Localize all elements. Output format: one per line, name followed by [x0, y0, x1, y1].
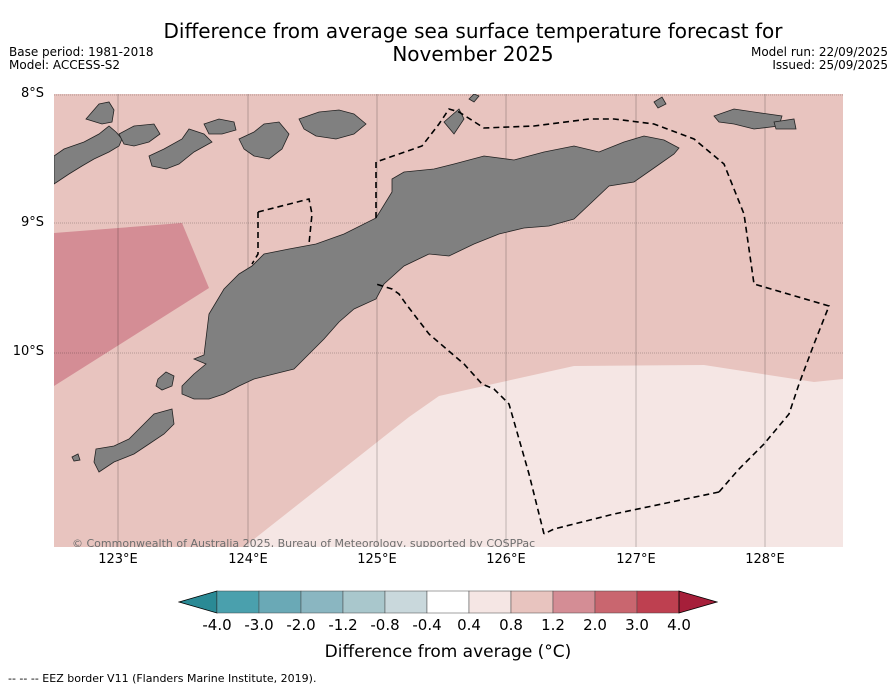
lon-label-127e: 127°E	[616, 552, 656, 567]
alor-island	[238, 121, 290, 160]
colorbar-segment	[510, 590, 554, 614]
colorbar-arrow-high	[678, 590, 718, 614]
semau-island	[155, 371, 175, 391]
base-period: Base period: 1981-2018	[9, 45, 154, 59]
copyright-notice: © Commonwealth of Australia 2025, Bureau…	[72, 537, 535, 547]
ndao-islet	[71, 453, 81, 462]
cb-tick: 2.0	[583, 616, 607, 634]
colorbar-segment	[426, 590, 470, 614]
lon-label-123e: 123°E	[98, 552, 138, 567]
cb-tick: 1.2	[541, 616, 565, 634]
land-masses	[54, 94, 797, 473]
colorbar-segment	[594, 590, 638, 614]
lat-label-9s: 9°S	[20, 215, 44, 230]
colorbar-segment	[384, 590, 428, 614]
lon-label-126e: 126°E	[486, 552, 526, 567]
cb-tick: -0.4	[412, 616, 442, 634]
eez-legend-note: -- -- -- EEZ border V11 (Flanders Marine…	[8, 672, 317, 685]
eez-border	[251, 108, 831, 535]
colorbar-segment	[258, 590, 302, 614]
meta-right: Model run: 22/09/2025 Issued: 25/09/2025	[751, 46, 888, 72]
sst-map[interactable]: © Commonwealth of Australia 2025, Bureau…	[54, 94, 843, 547]
lon-label-124e: 124°E	[228, 552, 268, 567]
colorbar-segment	[636, 590, 680, 614]
ocean-anomaly-1.2-2.0	[54, 223, 209, 386]
pantar-island	[203, 118, 237, 135]
title-line-1: Difference from average sea surface temp…	[163, 19, 783, 43]
adonara-island	[118, 123, 161, 147]
rote-island	[93, 408, 175, 473]
model-run: Model run: 22/09/2025	[750, 45, 888, 59]
issued-date: Issued: 25/09/2025	[772, 58, 888, 72]
cb-tick: -0.8	[370, 616, 400, 634]
cb-tick: 3.0	[625, 616, 649, 634]
colorbar	[178, 590, 718, 614]
lembata-island	[85, 101, 115, 125]
cb-tick: -3.0	[244, 616, 274, 634]
north-islet	[468, 94, 480, 103]
cb-tick: -1.2	[328, 616, 358, 634]
cb-tick: 0.8	[499, 616, 523, 634]
colorbar-segment	[216, 590, 260, 614]
title-line-2: November 2025	[392, 42, 554, 66]
colorbar-arrow-low	[178, 590, 218, 614]
cb-tick: -2.0	[286, 616, 316, 634]
flores-island	[54, 125, 123, 185]
lon-label-128e: 128°E	[745, 552, 785, 567]
atauro-west-island	[298, 109, 367, 140]
colorbar-label: Difference from average (°C)	[324, 642, 572, 662]
kisar-island	[653, 96, 667, 109]
map-title: Difference from average sea surface temp…	[148, 20, 798, 66]
colorbar-segment	[342, 590, 386, 614]
solor-island	[148, 128, 213, 170]
moa-island	[773, 118, 797, 130]
lon-label-125e: 125°E	[357, 552, 397, 567]
wetar-fragment	[443, 108, 465, 135]
lat-label-8s: 8°S	[20, 86, 44, 101]
cb-tick: 0.4	[457, 616, 481, 634]
meta-left: Base period: 1981-2018 Model: ACCESS-S2	[9, 46, 154, 72]
cb-tick: -4.0	[202, 616, 232, 634]
colorbar-segment	[552, 590, 596, 614]
ocean-anomaly-0.4-0.8	[244, 365, 843, 547]
colorbar-segment	[468, 590, 512, 614]
model-name: Model: ACCESS-S2	[9, 58, 121, 72]
lat-label-10s: 10°S	[12, 344, 44, 359]
colorbar-segment	[300, 590, 344, 614]
cb-tick: 4.0	[667, 616, 691, 634]
